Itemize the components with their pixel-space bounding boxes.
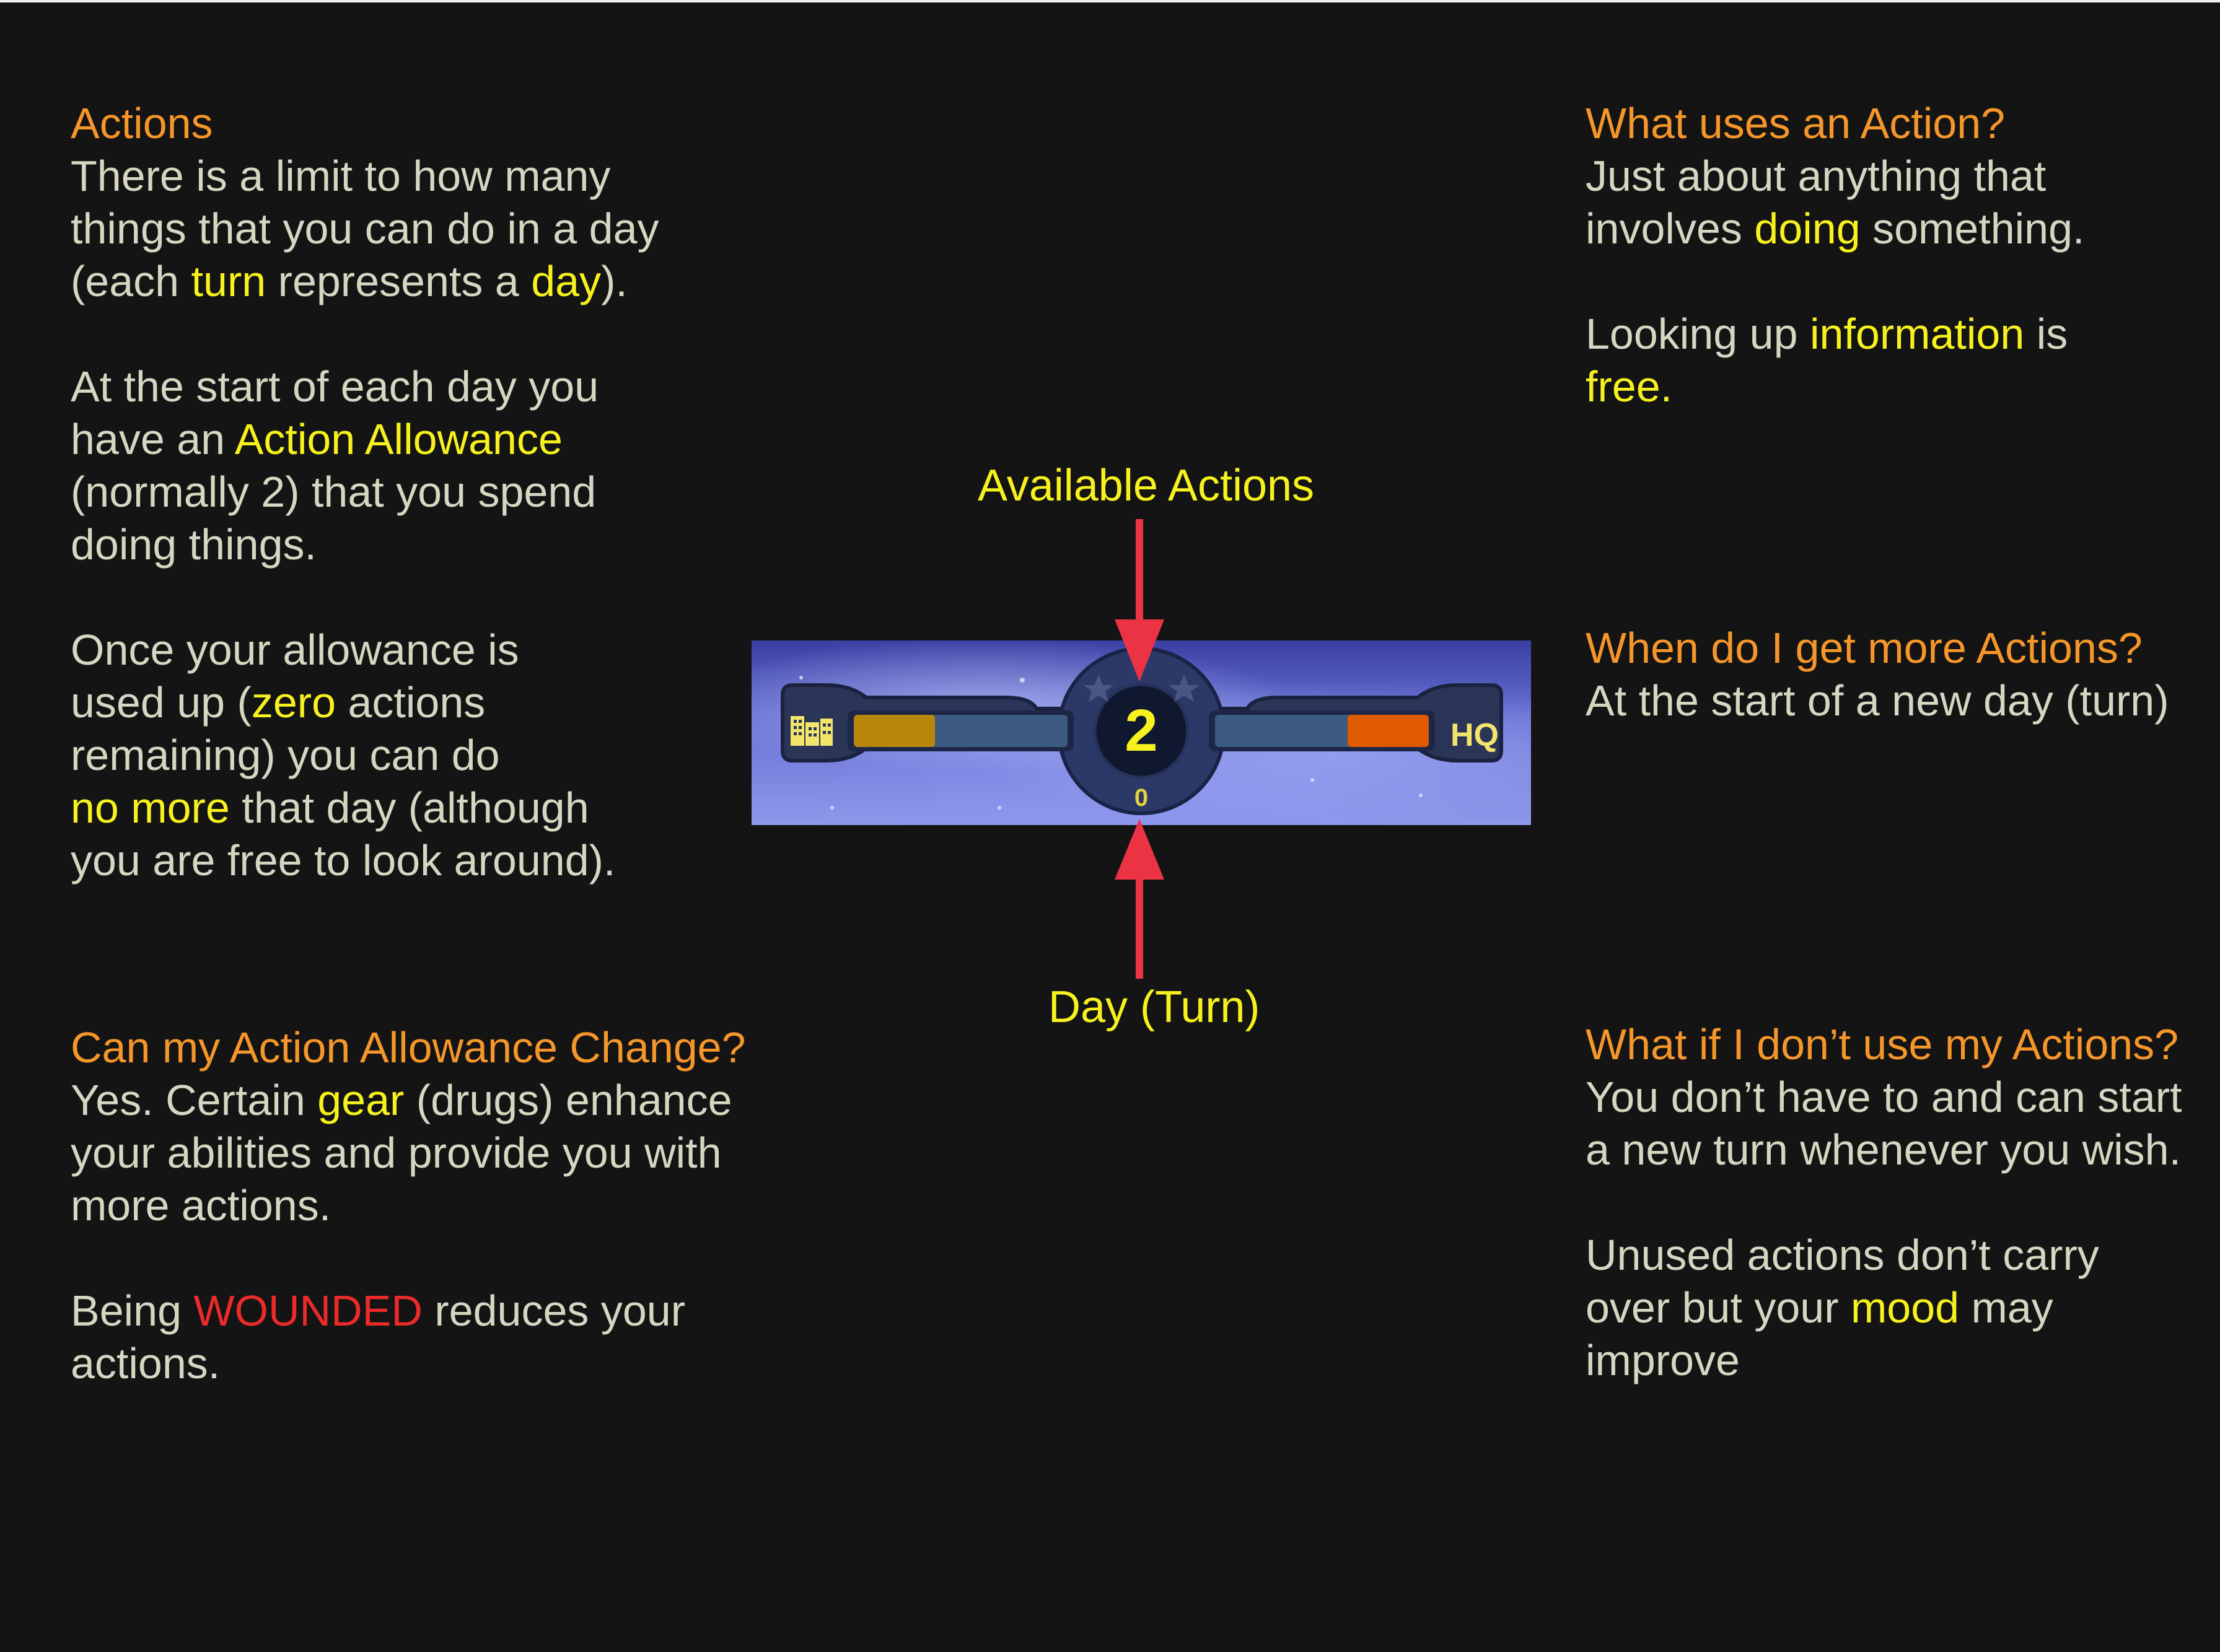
text-line: Yes. Certain gear (drugs) enhance — [71, 1076, 732, 1124]
text-line: over but your mood may — [1586, 1283, 2053, 1332]
text-line: more actions. — [71, 1181, 331, 1230]
text-line: Unused actions don’t carry — [1586, 1231, 2099, 1279]
text-line: At the start of a new day (turn) — [1586, 676, 2169, 725]
available-actions-label: Available Actions — [978, 461, 1315, 510]
text-line: you are free to look around). — [71, 836, 616, 885]
day-count: 0 — [1134, 784, 1148, 811]
highlight-turn: turn — [191, 257, 266, 305]
text-line: You don’t have to and can start — [1586, 1073, 2182, 1121]
highlight-action-allowance: Action Allowance — [234, 415, 563, 463]
text-line: Just about anything that — [1586, 152, 2047, 200]
allowance-change-section: Can my Action Allowance Change? Yes. Cer… — [71, 1021, 746, 1390]
text-line: doing things. — [71, 520, 317, 569]
warning-wounded: WOUNDED — [193, 1287, 423, 1335]
available-actions-count: 2 — [1125, 697, 1157, 764]
text-line: remaining) you can do — [71, 731, 500, 779]
top-border — [0, 0, 2220, 2]
text-line: a new turn whenever you wish. — [1586, 1125, 2182, 1174]
turn-status-hud: HQ 2 0 — [752, 640, 1531, 825]
text-line: There is a limit to how many — [71, 152, 611, 200]
highlight-mood: mood — [1851, 1283, 1960, 1332]
actions-section: Actions There is a limit to how many thi… — [71, 97, 659, 887]
what-uses-action-heading: What uses an Action? — [1586, 99, 2006, 147]
unused-actions-heading: What if I don’t use my Actions? — [1586, 1020, 2179, 1069]
highlight-information: information — [1809, 310, 2025, 358]
actions-heading: Actions — [71, 99, 213, 147]
text-line: actions. — [71, 1339, 221, 1388]
what-uses-action-section: What uses an Action? Just about anything… — [1586, 97, 2085, 413]
text-line: (normally 2) that you spend — [71, 468, 597, 516]
arrow-up-icon — [1115, 819, 1164, 979]
hud-graphic: HQ 2 0 — [781, 647, 1503, 815]
highlight-gear: gear — [317, 1076, 405, 1124]
text-line: used up (zero actions — [71, 678, 486, 727]
text-line: your abilities and provide you with — [71, 1129, 722, 1177]
highlight-zero: zero — [251, 678, 336, 727]
hq-label: HQ — [1450, 717, 1499, 753]
text-line: improve — [1586, 1336, 1740, 1384]
more-actions-section: When do I get more Actions? At the start… — [1586, 622, 2169, 727]
highlight-day: day — [531, 257, 602, 305]
text-line: Once your allowance is — [71, 626, 519, 674]
left-bar-fill — [854, 715, 935, 747]
day-turn-label: Day (Turn) — [1048, 982, 1260, 1032]
dial-inner — [1093, 683, 1190, 779]
highlight-doing: doing — [1754, 204, 1861, 253]
city-icon — [791, 716, 833, 746]
right-bar-fill — [1348, 715, 1429, 747]
text-line: have an Action Allowance — [71, 415, 563, 463]
text-line: Looking up information is — [1586, 310, 2068, 358]
unused-actions-section: What if I don’t use my Actions? You don’… — [1586, 1018, 2182, 1387]
highlight-no-more: no more — [71, 784, 230, 832]
allowance-change-heading: Can my Action Allowance Change? — [71, 1023, 746, 1072]
text-line: involves doing something. — [1586, 204, 2085, 253]
more-actions-heading: When do I get more Actions? — [1586, 624, 2143, 672]
highlight-free: free. — [1586, 362, 1673, 411]
text-line: things that you can do in a day — [71, 204, 659, 253]
text-line: Being WOUNDED reduces your — [71, 1287, 686, 1335]
text-line: no more that day (although — [71, 784, 589, 832]
text-line: At the start of each day you — [71, 362, 599, 411]
text-line: (each turn represents a day). — [71, 257, 628, 305]
